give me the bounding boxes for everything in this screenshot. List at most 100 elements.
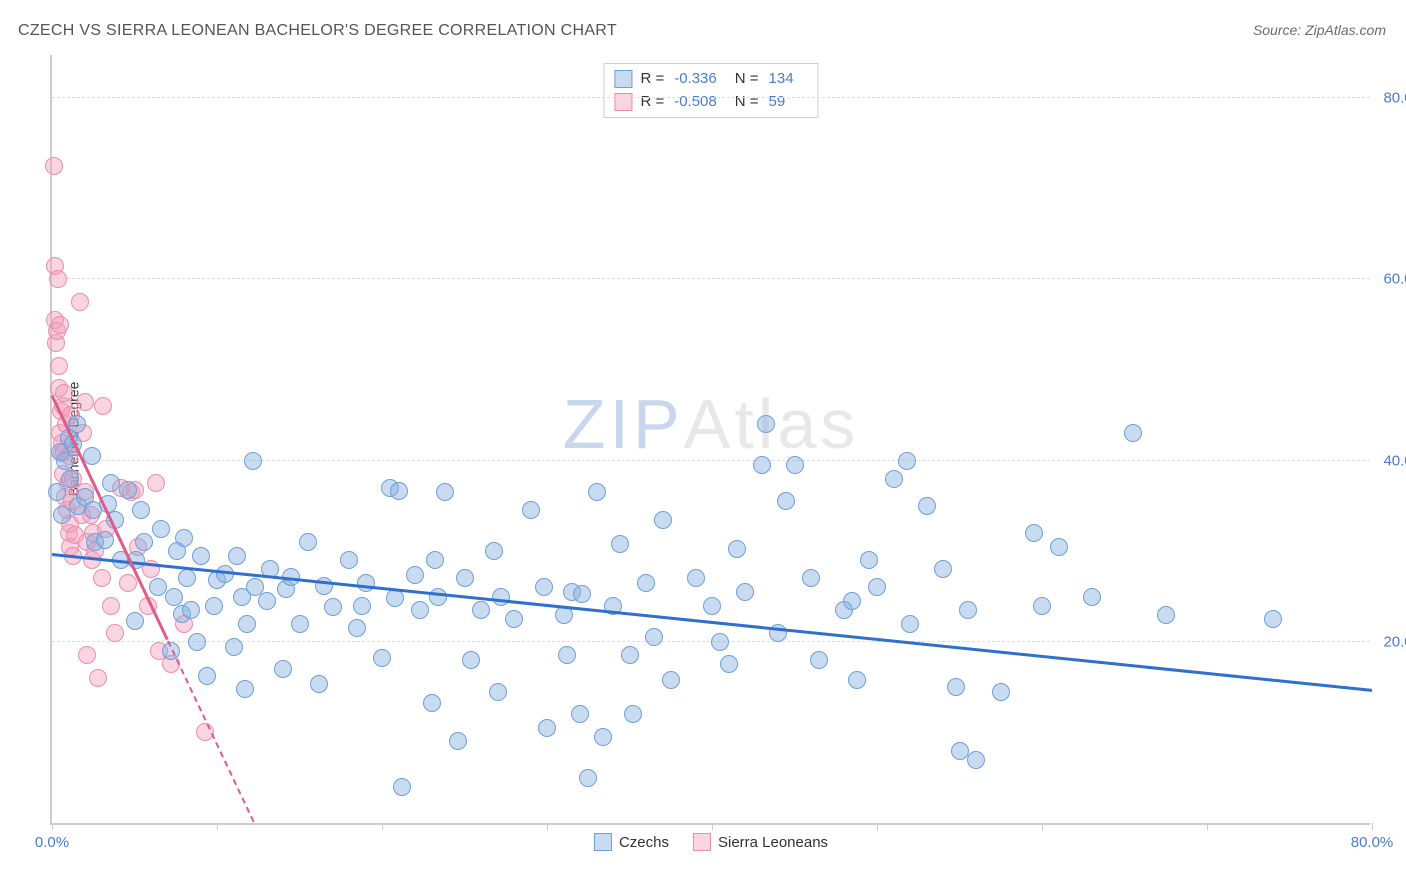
data-point xyxy=(472,601,490,619)
data-point xyxy=(645,628,663,646)
data-point xyxy=(711,633,729,651)
data-point xyxy=(324,598,342,616)
data-point xyxy=(55,384,73,402)
x-tick xyxy=(547,823,548,830)
data-point xyxy=(373,649,391,667)
data-point xyxy=(535,578,553,596)
data-point xyxy=(94,397,112,415)
data-point xyxy=(786,456,804,474)
data-point xyxy=(49,270,67,288)
data-point xyxy=(753,456,771,474)
y-tick-label: 80.0% xyxy=(1383,90,1406,107)
data-point xyxy=(165,588,183,606)
data-point xyxy=(637,574,655,592)
data-point xyxy=(947,678,965,696)
data-point xyxy=(992,683,1010,701)
data-point xyxy=(687,569,705,587)
data-point xyxy=(898,452,916,470)
data-point xyxy=(703,597,721,615)
data-point xyxy=(462,651,480,669)
x-tick xyxy=(877,823,878,830)
data-point xyxy=(777,492,795,510)
data-point xyxy=(426,551,444,569)
data-point xyxy=(505,610,523,628)
data-point xyxy=(1124,424,1142,442)
data-point xyxy=(1050,538,1068,556)
scatter-plot-area: Bachelor's Degree ZIPAtlas R =-0.336 N =… xyxy=(50,55,1370,825)
data-point xyxy=(147,474,165,492)
data-point xyxy=(1025,524,1043,542)
data-point xyxy=(393,778,411,796)
gridline xyxy=(52,97,1370,98)
data-point xyxy=(53,506,71,524)
legend-item-sierra: Sierra Leoneans xyxy=(693,833,828,851)
data-point xyxy=(1157,606,1175,624)
data-point xyxy=(50,357,68,375)
source-attribution: Source: ZipAtlas.com xyxy=(1253,22,1386,38)
data-point xyxy=(310,675,328,693)
data-point xyxy=(918,497,936,515)
data-point xyxy=(901,615,919,633)
x-tick xyxy=(1042,823,1043,830)
data-point xyxy=(102,597,120,615)
data-point xyxy=(848,671,866,689)
data-point xyxy=(654,511,672,529)
data-point xyxy=(102,474,120,492)
data-point xyxy=(449,732,467,750)
watermark: ZIPAtlas xyxy=(563,384,860,464)
data-point xyxy=(423,694,441,712)
data-point xyxy=(624,705,642,723)
data-point xyxy=(571,705,589,723)
data-point xyxy=(485,542,503,560)
data-point xyxy=(238,615,256,633)
data-point xyxy=(662,671,680,689)
data-point xyxy=(291,615,309,633)
data-point xyxy=(579,769,597,787)
legend-item-czechs: Czechs xyxy=(594,833,669,851)
data-point xyxy=(178,569,196,587)
data-point xyxy=(149,578,167,596)
data-point xyxy=(436,483,454,501)
gridline xyxy=(52,278,1370,279)
data-point xyxy=(456,569,474,587)
data-point xyxy=(934,560,952,578)
data-point xyxy=(1083,588,1101,606)
data-point xyxy=(71,293,89,311)
data-point xyxy=(152,520,170,538)
data-point xyxy=(860,551,878,569)
data-point xyxy=(93,569,111,587)
data-point xyxy=(56,452,74,470)
data-point xyxy=(106,624,124,642)
data-point xyxy=(89,669,107,687)
data-point xyxy=(182,601,200,619)
data-point xyxy=(340,551,358,569)
data-point xyxy=(573,585,591,603)
chart-title: CZECH VS SIERRA LEONEAN BACHELOR'S DEGRE… xyxy=(18,22,617,40)
data-point xyxy=(390,482,408,500)
data-point xyxy=(357,574,375,592)
data-point xyxy=(45,157,63,175)
x-tick-label: 80.0% xyxy=(1351,834,1394,851)
stats-row-sierra: R =-0.508 N =59 xyxy=(614,91,803,114)
data-point xyxy=(135,533,153,551)
data-point xyxy=(411,601,429,619)
series-legend: Czechs Sierra Leoneans xyxy=(594,833,828,851)
data-point xyxy=(76,393,94,411)
data-point xyxy=(720,655,738,673)
data-point xyxy=(959,601,977,619)
data-point xyxy=(588,483,606,501)
x-tick xyxy=(52,823,53,830)
data-point xyxy=(299,533,317,551)
data-point xyxy=(621,646,639,664)
x-tick xyxy=(382,823,383,830)
x-tick-label: 0.0% xyxy=(35,834,69,851)
data-point xyxy=(48,483,66,501)
data-point xyxy=(188,633,206,651)
data-point xyxy=(244,452,262,470)
x-tick xyxy=(1372,823,1373,830)
data-point xyxy=(205,597,223,615)
data-point xyxy=(274,660,292,678)
x-tick xyxy=(712,823,713,830)
data-point xyxy=(757,415,775,433)
data-point xyxy=(843,592,861,610)
